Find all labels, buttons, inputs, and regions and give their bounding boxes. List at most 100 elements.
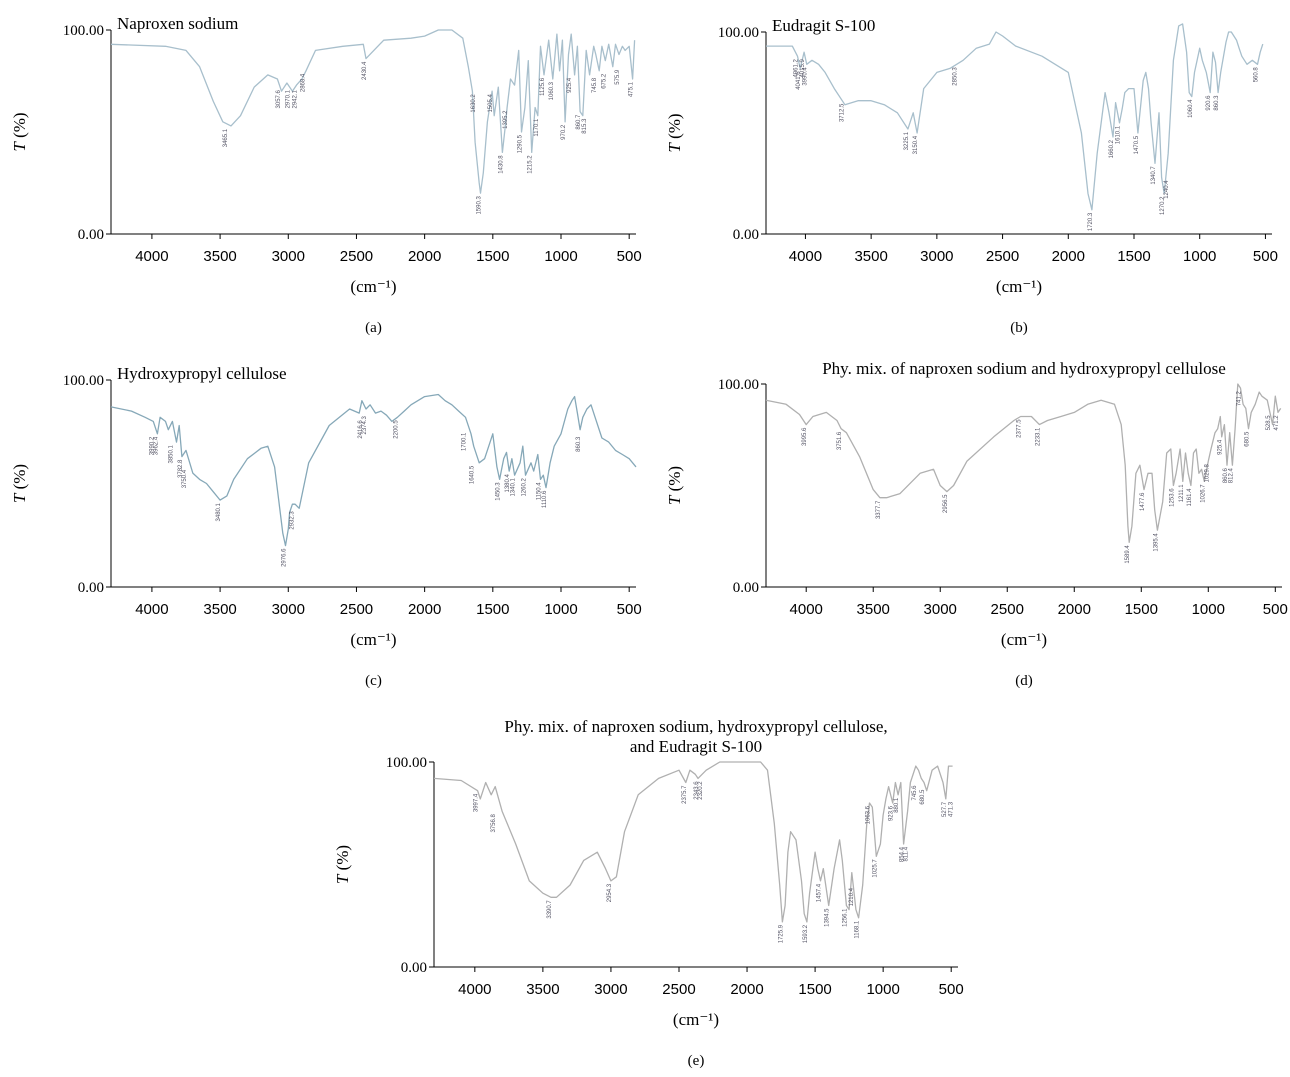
x-tick-label: 1000 — [544, 601, 577, 618]
peak-label: 741.2 — [1236, 390, 1242, 406]
peak-label: 1211.1 — [1179, 484, 1185, 503]
peak-label: 1060.4 — [1188, 99, 1194, 118]
panel-title: Phy. mix. of naproxen sodium, hydroxypro… — [504, 717, 887, 736]
peak-label: 1590.3 — [477, 195, 483, 214]
peak-label: 3465.1 — [223, 128, 229, 147]
x-tick-label: 500 — [939, 981, 964, 998]
peak-label: 3990.4 — [803, 67, 809, 86]
x-tick-label: 1500 — [1117, 248, 1150, 265]
peak-label: 1125.6 — [540, 77, 546, 96]
peak-label: 4015.9 — [800, 59, 806, 78]
x-axis-label: (cm⁻¹) — [996, 277, 1042, 296]
peak-label: 2954.3 — [607, 883, 613, 902]
x-tick-label: 2500 — [662, 981, 695, 998]
peak-label: 3756.8 — [491, 813, 497, 832]
peak-label: 1457.4 — [817, 883, 823, 902]
peak-label: 4061.2 — [794, 59, 800, 78]
peak-label: 1340.1 — [511, 478, 517, 497]
x-tick-label: 1500 — [798, 981, 831, 998]
x-tick-label: 2000 — [408, 601, 441, 618]
y-tick-label: 0.00 — [733, 580, 759, 596]
spectrum-line — [110, 29, 636, 194]
peak-label: 1470.5 — [1134, 135, 1140, 154]
y-tick-label: 100.00 — [63, 23, 104, 39]
peak-label: 3225.1 — [904, 131, 910, 150]
peak-label: 560.8 — [1254, 67, 1260, 83]
peak-label: 2932.3 — [290, 511, 296, 530]
panel-title: Phy. mix. of naproxen sodium and hydroxy… — [822, 359, 1226, 378]
x-tick-label: 1000 — [544, 248, 577, 265]
peak-label: 880.1 — [894, 797, 900, 813]
peak-label: 1170.1 — [534, 118, 540, 137]
peak-label: 2970.1 — [286, 89, 292, 108]
peak-label: 1589.4 — [1125, 545, 1131, 564]
peak-label: 2377.5 — [1017, 419, 1023, 438]
peak-label: 1630.2 — [471, 94, 477, 113]
x-tick-label: 500 — [617, 601, 642, 618]
panel-label: (c) — [365, 673, 382, 689]
panel-label: (a) — [365, 320, 382, 336]
y-tick-label: 100.00 — [386, 755, 427, 771]
peak-label: 471.3 — [949, 801, 955, 817]
x-tick-label: 3000 — [924, 601, 957, 618]
x-tick-label: 3000 — [272, 248, 305, 265]
x-tick-label: 2500 — [340, 248, 373, 265]
peak-label: 1700.1 — [461, 432, 467, 451]
y-axis-label: T (%) — [665, 113, 684, 152]
x-axis-label: (cm⁻¹) — [350, 630, 396, 649]
x-tick-label: 2000 — [1058, 601, 1091, 618]
peak-label: 3850.1 — [168, 444, 174, 463]
x-axis-label: (cm⁻¹) — [1001, 630, 1047, 649]
peak-label: 528.5 — [1266, 415, 1272, 431]
x-tick-label: 2000 — [408, 248, 441, 265]
peak-label: 1505.4 — [488, 94, 494, 113]
x-tick-label: 500 — [617, 248, 642, 265]
peak-label: 680.5 — [920, 789, 926, 805]
x-tick-label: 1500 — [1125, 601, 1158, 618]
peak-label: 527.7 — [942, 801, 948, 817]
spectrum-line — [110, 393, 637, 547]
x-tick-label: 4000 — [790, 601, 823, 618]
peak-label: 471.2 — [1274, 415, 1280, 431]
y-axis-label: T (%) — [10, 464, 29, 503]
peak-label: 1168.1 — [855, 920, 861, 939]
peak-label: 812.4 — [1228, 468, 1234, 484]
y-axis-label: T (%) — [10, 112, 29, 151]
x-tick-label: 2000 — [730, 981, 763, 998]
y-tick-label: 0.00 — [78, 580, 104, 596]
peak-label: 1063.6 — [866, 805, 872, 824]
peak-label: 3995.6 — [802, 427, 808, 446]
x-tick-label: 4000 — [789, 248, 822, 265]
peak-label: 3751.6 — [837, 431, 843, 450]
x-axis-label: (cm⁻¹) — [673, 1010, 719, 1029]
peak-label: 575.9 — [615, 69, 621, 85]
peak-label: 2375.7 — [682, 785, 688, 804]
spectrum-panel-c: 0.00 100.00 4000 3500 3000 2500 2000 1500 1000 50… — [10, 364, 642, 689]
peak-label: 920.6 — [1206, 95, 1212, 111]
panel-title: Naproxen sodium — [117, 14, 238, 33]
x-tick-label: 2000 — [1052, 248, 1085, 265]
x-tick-label: 500 — [1253, 248, 1278, 265]
peak-label: 1260.2 — [522, 477, 528, 496]
peak-label: 1029.8 — [1204, 463, 1210, 482]
x-tick-label: 4000 — [135, 601, 168, 618]
peak-label: 2200.5 — [393, 420, 399, 439]
peak-label: 923.6 — [889, 805, 895, 821]
y-tick-label: 100.00 — [718, 25, 759, 41]
peak-label: 1215.2 — [528, 155, 534, 174]
spectrum-line — [433, 761, 953, 923]
x-tick-label: 1000 — [1192, 601, 1225, 618]
peak-label: 2343.6 — [694, 781, 700, 800]
peak-label: 970.2 — [561, 124, 567, 140]
peak-label: 1210.4 — [849, 887, 855, 906]
x-tick-label: 1000 — [866, 981, 899, 998]
peak-label: 811.4 — [904, 846, 910, 861]
panel-title: and Eudragit S-100 — [630, 737, 762, 756]
peak-label: 1394.5 — [825, 908, 831, 927]
x-tick-label: 1000 — [1183, 248, 1216, 265]
x-tick-label: 2500 — [340, 601, 373, 618]
peak-label: 1025.7 — [872, 859, 878, 878]
peak-label: 1340.7 — [1151, 166, 1157, 185]
peak-label: 2374.3 — [362, 415, 368, 434]
